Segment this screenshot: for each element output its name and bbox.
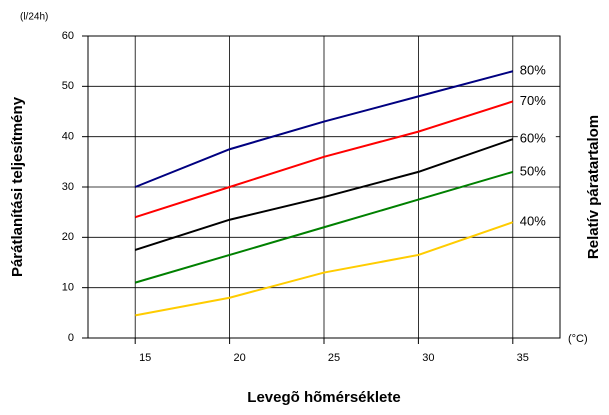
- x-unit: (°C): [568, 333, 588, 345]
- y2-axis-label: Relatív páratartalom: [585, 115, 602, 259]
- legend-bg: [517, 163, 556, 180]
- series-label: 60%: [520, 131, 546, 146]
- x-tick-label: 35: [517, 352, 529, 364]
- series-label: 80%: [520, 63, 546, 78]
- series-label: 70%: [520, 93, 546, 108]
- series-line: [134, 70, 514, 188]
- legend-bg: [517, 93, 556, 110]
- series-line: [134, 170, 514, 284]
- x-tick-label: 20: [233, 352, 245, 364]
- y-unit: (l/24h): [20, 12, 48, 23]
- x-axis-label: Levegõ hõmérséklete: [247, 389, 400, 406]
- legend-bg: [517, 63, 556, 80]
- x-tick-label: 15: [139, 352, 151, 364]
- y-axis-label: Párátlanítási teljesítmény: [9, 96, 26, 277]
- series-label: 40%: [520, 214, 546, 229]
- y-tick-label: 50: [62, 80, 74, 92]
- x-tick-label: 30: [422, 352, 434, 364]
- series-line: [135, 221, 514, 317]
- x-tick-label: 25: [328, 352, 340, 364]
- y-tick-label: 20: [62, 231, 74, 243]
- legend-bg: [517, 131, 556, 148]
- legend-bg: [517, 214, 556, 231]
- series-line: [134, 100, 514, 219]
- series-label: 50%: [520, 163, 546, 178]
- y-tick-label: 40: [62, 131, 74, 143]
- y-tick-label: 10: [62, 282, 74, 294]
- y-tick-label: 30: [62, 181, 74, 193]
- series-line: [134, 138, 514, 251]
- y-tick-label: 0: [68, 332, 74, 344]
- y-tick-label: 60: [62, 30, 74, 42]
